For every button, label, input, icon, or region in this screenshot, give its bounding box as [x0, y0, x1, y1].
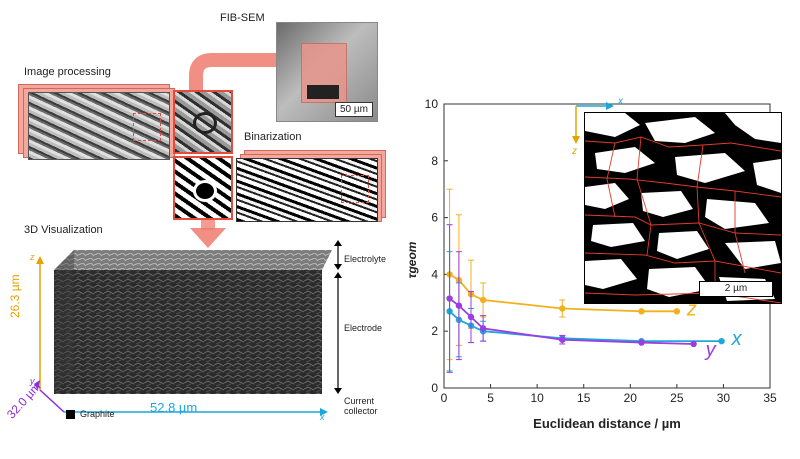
graphite-swatch: [66, 410, 75, 419]
axis-x-letter: x: [320, 412, 325, 422]
y-tick-label: 4: [431, 267, 438, 281]
inset-z-letter: z: [572, 146, 577, 157]
y-tick-label: 6: [431, 211, 438, 225]
data-point-y: [467, 313, 475, 321]
y-axis-label: τgeom: [405, 241, 419, 278]
x-tick-label: 20: [624, 391, 638, 405]
x-tick-label: 0: [441, 391, 448, 405]
dim-z-label: 26.3 µm: [8, 274, 22, 318]
x-tick-label: 10: [530, 391, 544, 405]
data-point-z: [479, 296, 487, 304]
fib-sem-image: 50 µm: [276, 22, 378, 122]
layer-brackets: [334, 240, 342, 394]
particle-ring: [193, 112, 217, 134]
y-tick-label: 2: [431, 324, 438, 338]
x-tick-label: 35: [763, 391, 777, 405]
data-point-z: [673, 308, 681, 315]
data-point-z: [559, 305, 566, 312]
series-label-y: y: [704, 339, 717, 361]
dim-x-label: 52.8 µm: [150, 400, 198, 415]
y-tick-label: 8: [431, 154, 438, 168]
inset-micrograph: 2 µm: [584, 112, 782, 304]
image-processing-label: Image processing: [24, 66, 111, 78]
current-collector-label-1: Current: [344, 396, 375, 406]
binary-zoom-marker: [341, 175, 369, 203]
binary-slice-image: [236, 158, 378, 222]
inset-axes: [572, 102, 614, 144]
zoom-region-marker: [133, 113, 161, 141]
y-tick-label: 10: [425, 97, 439, 111]
series-line-y: [449, 297, 694, 345]
graphite-legend-label: Graphite: [80, 409, 115, 419]
fib-sem-trench: [307, 85, 339, 99]
data-point-y: [455, 302, 463, 309]
visualization-label: 3D Visualization: [24, 224, 103, 236]
x-axis-label: Euclidean distance / µm: [533, 416, 681, 431]
3d-volume: [54, 248, 332, 398]
data-point-z: [638, 308, 645, 315]
y-tick-label: 0: [431, 381, 438, 395]
x-tick-label: 15: [577, 391, 591, 405]
chart-series: z xy: [446, 188, 743, 373]
x-tick-label: 25: [670, 391, 684, 405]
binarization-label: Binarization: [244, 131, 302, 143]
grayscale-slice-image: [28, 92, 170, 160]
inset-x-letter: x: [618, 96, 623, 107]
inset-network: [585, 113, 781, 303]
series-label-x: x: [731, 328, 743, 350]
data-point-x: [718, 337, 725, 345]
data-point-y: [690, 340, 697, 348]
dimension-arrows: [34, 256, 328, 416]
data-point-y: [638, 339, 645, 346]
axis-z-letter: z: [30, 252, 35, 262]
particle-ring-binary: [193, 180, 217, 202]
x-tick-label: 5: [487, 391, 494, 405]
electrolyte-label: Electrolyte: [344, 254, 387, 264]
fib-sem-label: FIB-SEM: [220, 12, 265, 24]
electrode-label: Electrode: [344, 323, 383, 333]
zoomed-grayscale-image: [173, 90, 233, 154]
axis-y-letter: y: [30, 376, 35, 386]
data-point-y: [479, 325, 487, 332]
current-collector-label-2: collector: [344, 406, 378, 416]
x-tick-label: 30: [717, 391, 731, 405]
series-label-z: z: [686, 298, 697, 320]
data-point-y: [559, 336, 566, 343]
series-line-x: [448, 310, 722, 343]
fib-sem-scale-bar: 50 µm: [335, 102, 373, 117]
inset-scale-bar: 2 µm: [699, 281, 773, 297]
zoomed-binary-image: [173, 156, 233, 220]
data-point-y: [446, 295, 453, 302]
